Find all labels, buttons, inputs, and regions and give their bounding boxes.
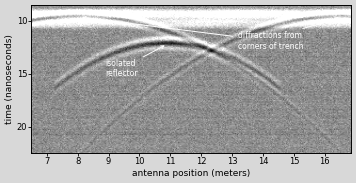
Y-axis label: time (nanoseconds): time (nanoseconds)	[5, 34, 14, 124]
Text: isolated
reflector: isolated reflector	[105, 46, 164, 78]
Text: diffractions from
corners of trench: diffractions from corners of trench	[83, 16, 304, 51]
X-axis label: antenna position (meters): antenna position (meters)	[132, 169, 250, 178]
